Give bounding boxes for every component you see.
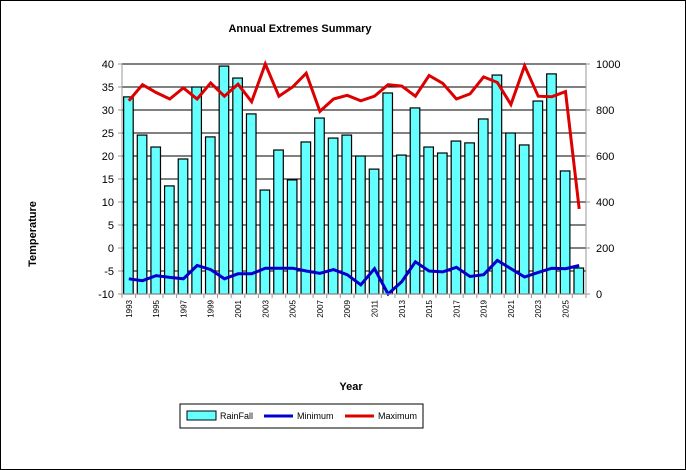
legend-rainfall-swatch	[186, 410, 217, 421]
x-tick-label: 1993	[125, 299, 134, 317]
legend-minimum-label: Minimum	[297, 411, 334, 421]
x-tick-label: 1997	[179, 299, 188, 317]
rainfall-bar-1997	[177, 158, 189, 295]
legend-box	[179, 403, 424, 429]
y2-tick-label: 200	[596, 243, 614, 255]
y-tick-label: -5	[104, 266, 114, 278]
legend-rainfall-label: RainFall	[220, 411, 253, 421]
y-tick-label: 25	[102, 128, 114, 140]
rainfall-bars	[123, 65, 585, 295]
rainfall-bar-2026	[573, 267, 585, 295]
rainfall-bar-2013	[395, 154, 407, 295]
x-tick-label: 2001	[234, 299, 243, 317]
minimum-line	[128, 258, 580, 297]
rainfall-bar-1993	[123, 96, 134, 295]
y-tick-label: 40	[102, 59, 114, 71]
x-tick-label: 2003	[261, 299, 270, 317]
right-axis-ticks: 0 200 400 600 800 1000	[586, 59, 620, 301]
rainfall-bar-2012	[382, 92, 394, 295]
rainfall-bar-2025	[559, 170, 571, 295]
left-axis-ticks: -10 -5 0 5 10 15 20 25 30 35 40	[98, 59, 122, 301]
x-tick-label: 1995	[152, 299, 161, 317]
y-tick-label: 30	[102, 105, 114, 117]
rainfall-bar-2023	[532, 100, 544, 295]
y-axis-label: Temperature	[27, 201, 39, 267]
x-tick-label: 2015	[425, 299, 434, 317]
rainfall-bar-2000	[218, 65, 230, 295]
y2-tick-label: 800	[596, 105, 614, 117]
rainfall-bar-2001	[232, 77, 243, 295]
y2-tick-label: 400	[596, 197, 614, 209]
x-tick-label: 2013	[398, 299, 407, 317]
y-tick-label: 20	[102, 151, 114, 163]
rainfall-bar-2005	[286, 179, 298, 295]
x-tick-label: 1999	[207, 299, 216, 317]
x-tick-label: 2021	[507, 299, 516, 317]
rainfall-bar-2007	[314, 117, 325, 295]
y2-tick-label: 600	[596, 151, 614, 163]
y-tick-label: 35	[102, 82, 114, 94]
rainfall-bar-2010	[355, 155, 366, 295]
legend: RainFall Minimum Maximum	[179, 403, 424, 429]
y-tick-label: 15	[102, 174, 114, 186]
rainfall-bar-1995	[150, 146, 162, 295]
rainfall-bar-2009	[341, 134, 353, 295]
rainfall-bar-2002	[245, 113, 257, 295]
rainfall-bar-2019	[477, 118, 489, 295]
x-tick-label: 2011	[370, 299, 379, 317]
y-tick-label: 0	[108, 243, 114, 255]
x-tick-label: 2019	[480, 299, 489, 317]
rainfall-bar-2024	[546, 73, 557, 295]
x-axis-label: Year	[339, 381, 363, 393]
rainfall-bar-2022	[518, 144, 530, 295]
rainfall-bar-2004	[273, 149, 284, 295]
x-tick-label: 2007	[316, 299, 325, 317]
x-tick-label: 2017	[452, 299, 461, 317]
rainfall-bar-1998	[191, 86, 203, 295]
x-axis-ticks: 1993 1995 1997 1999 2001 2003 2005 2007 2009 2011…	[121, 294, 587, 318]
x-tick-label: 2025	[562, 299, 571, 317]
y-tick-label: 5	[108, 220, 114, 232]
legend-maximum-label: Maximum	[378, 411, 417, 421]
rainfall-bar-2018	[464, 142, 475, 295]
x-tick-label: 2005	[289, 299, 298, 317]
x-tick-label: 2023	[534, 299, 543, 317]
y2-tick-label: 1000	[596, 59, 620, 71]
temperature-lines	[127, 59, 581, 297]
maximum-line	[127, 59, 581, 210]
y-tick-label: -10	[98, 289, 114, 301]
y2-tick-label: 0	[596, 289, 602, 301]
rainfall-bar-2003	[259, 189, 271, 295]
chart-title: Annual Extremes Summary	[228, 23, 372, 35]
rainfall-bar-1994	[136, 134, 148, 295]
x-tick-label: 2009	[343, 299, 352, 317]
y-tick-label: 10	[102, 197, 114, 209]
